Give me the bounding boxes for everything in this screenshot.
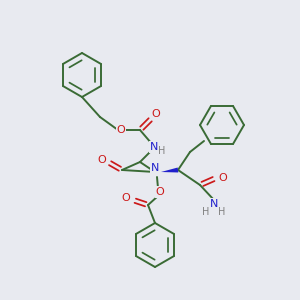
Text: N: N xyxy=(210,199,218,209)
Polygon shape xyxy=(161,167,178,172)
Text: O: O xyxy=(219,173,227,183)
Text: H: H xyxy=(158,146,166,156)
Text: H: H xyxy=(202,207,210,217)
Text: O: O xyxy=(156,187,164,197)
Text: N: N xyxy=(150,142,158,152)
Text: O: O xyxy=(152,109,160,119)
Text: N: N xyxy=(151,163,159,173)
Text: O: O xyxy=(117,125,125,135)
Text: H: H xyxy=(218,207,226,217)
Text: O: O xyxy=(98,155,106,165)
Text: O: O xyxy=(122,193,130,203)
